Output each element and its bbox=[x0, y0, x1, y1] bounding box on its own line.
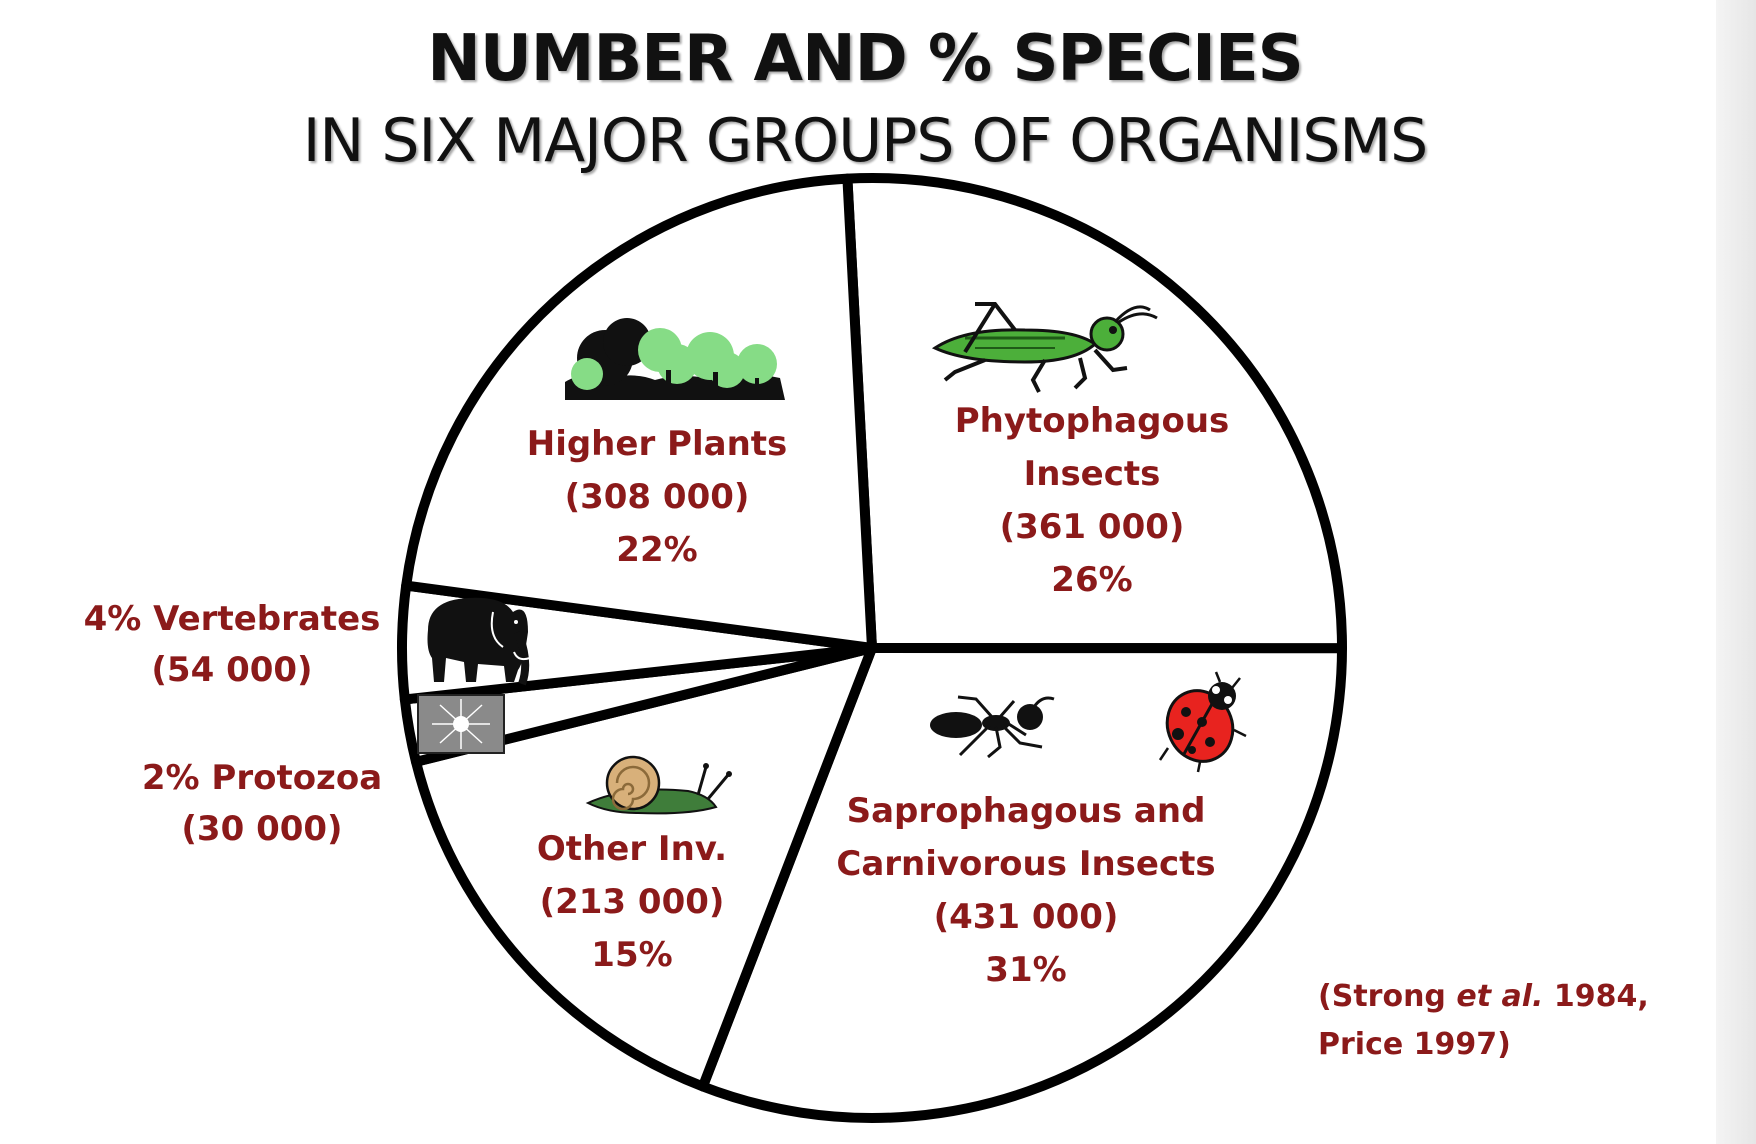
slice-label-sapro-0: Saprophagous and bbox=[847, 791, 1206, 831]
svg-text:(Strong et al. 1984,: (Strong et al. 1984, bbox=[1318, 979, 1649, 1014]
protozoa-icon bbox=[417, 694, 505, 754]
chart-subtitle: IN SIX MAJOR GROUPS OF ORGANISMS bbox=[302, 106, 1429, 176]
chart-title: NUMBER AND % SPECIES bbox=[427, 22, 1304, 96]
pie-slices bbox=[397, 173, 1347, 1123]
slice-label-phytophagous-0: Phytophagous bbox=[955, 401, 1230, 441]
source-line1-italic: et al. bbox=[1456, 979, 1543, 1014]
pie-slice-phytophagous bbox=[842, 173, 1347, 654]
source-line1-prefix: (Strong bbox=[1318, 979, 1456, 1014]
pie-icons bbox=[417, 302, 1247, 815]
elephant-icon bbox=[427, 597, 531, 686]
pie-slice-other_inv bbox=[410, 643, 877, 1092]
slice-label-phytophagous-2: (361 000) bbox=[1000, 507, 1185, 547]
source-line1-suffix: 1984, bbox=[1543, 979, 1648, 1014]
slice-label-other_inv-2: 15% bbox=[591, 935, 672, 975]
slice-label-sapro-3: 31% bbox=[985, 950, 1066, 990]
slice-labels: Phytophagous Insects (361 000) 26% Saprophag… bbox=[84, 401, 1230, 990]
slice-label-plants-2: 22% bbox=[616, 530, 697, 570]
slice-label-plants-0: Higher Plants bbox=[527, 424, 788, 464]
source-citation: (Strong et al. 1984, Price 1997) bbox=[1318, 979, 1649, 1062]
pie-slice-sapro bbox=[697, 643, 1347, 1123]
trees-icon bbox=[565, 318, 785, 400]
slice-label-protozoa-1: (30 000) bbox=[181, 809, 342, 849]
slice-label-sapro-1: Carnivorous Insects bbox=[836, 844, 1215, 884]
slice-label-vertebrates-1: (54 000) bbox=[151, 650, 312, 690]
grasshopper-icon bbox=[931, 302, 1158, 393]
page-edge-shade bbox=[1716, 0, 1756, 1144]
slice-label-sapro-2: (431 000) bbox=[934, 897, 1119, 937]
slice-label-phytophagous-3: 26% bbox=[1051, 560, 1132, 600]
ant-icon bbox=[930, 695, 1055, 759]
snail-icon bbox=[585, 755, 732, 815]
slice-label-protozoa-0: 2% Protozoa bbox=[142, 758, 382, 798]
slice-label-vertebrates-0: 4% Vertebrates bbox=[84, 599, 381, 639]
slice-label-plants-1: (308 000) bbox=[565, 477, 750, 517]
pie-slice-plants bbox=[401, 173, 877, 653]
ladybug-icon bbox=[1158, 671, 1247, 773]
slice-label-other_inv-0: Other Inv. bbox=[537, 829, 727, 869]
slice-label-phytophagous-1: Insects bbox=[1024, 454, 1161, 494]
slice-label-other_inv-1: (213 000) bbox=[540, 882, 725, 922]
source-line2: Price 1997) bbox=[1318, 1027, 1511, 1062]
